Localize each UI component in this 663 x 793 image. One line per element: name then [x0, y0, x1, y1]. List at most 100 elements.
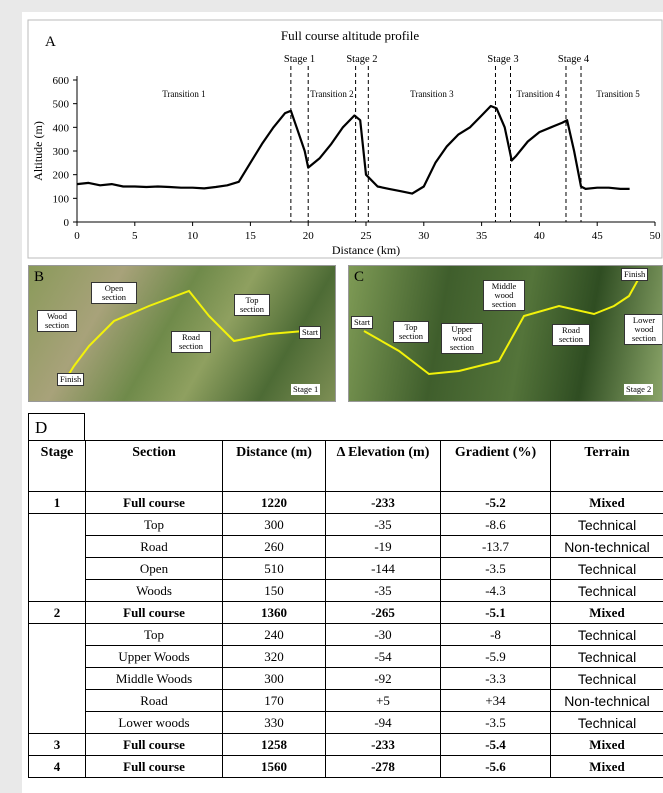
map-label: Start — [351, 316, 373, 329]
column-header: Gradient (%) — [441, 441, 551, 492]
map-label: Open section — [91, 282, 137, 304]
table-cell: 300 — [223, 668, 326, 690]
x-tick-label: 35 — [476, 230, 488, 242]
table-cell: Technical — [551, 712, 663, 734]
chart: A Full course altitude profile Distance … — [0, 0, 663, 262]
y-tick-label: 600 — [53, 75, 70, 87]
table-row: 4Full course1560-278-5.6Mixed — [29, 756, 663, 778]
table-cell: Full course — [86, 734, 223, 756]
table-cell: Road — [86, 690, 223, 712]
transition-label: Transition 3 — [410, 89, 454, 99]
table-cell: Full course — [86, 756, 223, 778]
table-cell: Middle Woods — [86, 668, 223, 690]
table-cell: Mixed — [551, 756, 663, 778]
x-tick-label: 45 — [592, 230, 604, 242]
table-cell: 330 — [223, 712, 326, 734]
table-cell: -5.4 — [441, 734, 551, 756]
table-row: Lower woods330-94-3.5Technical — [29, 712, 663, 734]
x-tick-label: 50 — [650, 230, 662, 242]
map-label: Road section — [171, 331, 211, 353]
map-label: Start — [299, 326, 321, 339]
table-cell: 320 — [223, 646, 326, 668]
map-label: Finish — [621, 268, 648, 281]
table-cell: -5.1 — [441, 602, 551, 624]
table-cell: 1560 — [223, 756, 326, 778]
column-header: Stage — [29, 441, 86, 492]
y-tick-label: 0 — [64, 217, 70, 229]
table-cell: -19 — [326, 536, 441, 558]
table-cell: 1258 — [223, 734, 326, 756]
map-label: Finish — [57, 373, 84, 386]
x-axis-label: Distance (km) — [332, 243, 400, 257]
table-cell: -233 — [326, 492, 441, 514]
table-cell: Mixed — [551, 602, 663, 624]
map-stage-2: C Start Top section Upper wood section M… — [348, 265, 663, 402]
map-label: Road section — [552, 324, 590, 346]
x-tick-label: 0 — [74, 230, 80, 242]
table-cell: 4 — [29, 756, 86, 778]
table-cell: Non-technical — [551, 690, 663, 712]
table-cell: -8 — [441, 624, 551, 646]
table-cell: -3.3 — [441, 668, 551, 690]
table-cell: -5.2 — [441, 492, 551, 514]
table-cell: 150 — [223, 580, 326, 602]
chart-title: Full course altitude profile — [281, 28, 420, 43]
table-cell: -278 — [326, 756, 441, 778]
panel-label: A — [45, 34, 56, 50]
table-cell: 260 — [223, 536, 326, 558]
table-cell: -8.6 — [441, 514, 551, 536]
table-cell: 1220 — [223, 492, 326, 514]
map-label: Stage 2 — [624, 384, 653, 395]
transition-label: Transition 1 — [162, 89, 205, 99]
table-cell: Full course — [86, 492, 223, 514]
table-cell: 1 — [29, 492, 86, 514]
table-cell: Technical — [551, 624, 663, 646]
page: {"panels": {"a": "A", "b": "B", "c": "C"… — [0, 0, 663, 793]
table-cell: 2 — [29, 602, 86, 624]
table-cell: Top — [86, 514, 223, 536]
table-cell: Lower woods — [86, 712, 223, 734]
y-tick-label: 400 — [53, 122, 70, 134]
x-tick-label: 30 — [418, 230, 430, 242]
table-cell: -144 — [326, 558, 441, 580]
y-tick-label: 100 — [53, 193, 70, 205]
panel-label: D — [28, 413, 85, 440]
y-tick-label: 500 — [53, 99, 70, 111]
table-cell: -265 — [326, 602, 441, 624]
column-header: Δ Elevation (m) — [326, 441, 441, 492]
column-header: Distance (m) — [223, 441, 326, 492]
table-cell: Open — [86, 558, 223, 580]
map-stage-1: B Open section Wood section Road section… — [28, 265, 336, 402]
table-header: StageSectionDistance (m)Δ Elevation (m)G… — [29, 441, 663, 492]
stage-label: Stage 1 — [284, 54, 315, 65]
table-cell: -92 — [326, 668, 441, 690]
map-label: Middle wood section — [483, 280, 525, 311]
table-cell: Technical — [551, 580, 663, 602]
stage-label: Stage 2 — [346, 54, 377, 65]
table-cell: Road — [86, 536, 223, 558]
table-cell: +5 — [326, 690, 441, 712]
table-cell: -3.5 — [441, 712, 551, 734]
table-cell: 170 — [223, 690, 326, 712]
transition-label: Transition 5 — [596, 89, 640, 99]
table-cell: -3.5 — [441, 558, 551, 580]
column-header: Section — [86, 441, 223, 492]
transition-label: Transition 2 — [310, 89, 353, 99]
table-cell: 240 — [223, 624, 326, 646]
table-cell: Top — [86, 624, 223, 646]
table-cell: Mixed — [551, 734, 663, 756]
table-cell: -30 — [326, 624, 441, 646]
map-label: Lower wood section — [624, 314, 663, 345]
map-label: Wood section — [37, 310, 77, 332]
